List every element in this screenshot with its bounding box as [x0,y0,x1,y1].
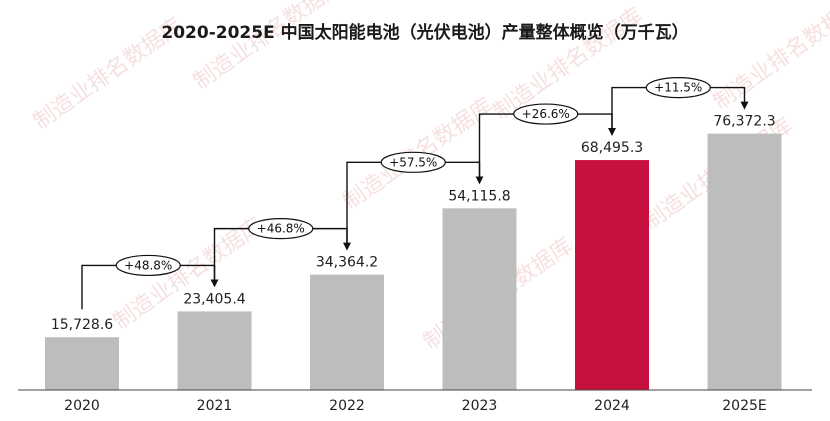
growth-bubble-2023 [380,151,446,173]
bar-2025E [707,133,782,390]
bar-2022 [310,274,384,390]
value-label-2025E: 76,372.3 [713,114,775,130]
growth-label-2021: +48.8% [124,258,172,272]
growth-label-2022: +46.8% [257,222,305,236]
x-tick-2023: 2023 [462,398,498,414]
growth-layer: +48.8% +46.8% +57.5% +26.6% +11.5% [81,77,749,310]
x-tick-2025E: 2025E [722,398,766,414]
growth-bubble-2022 [248,218,314,240]
chart-title: 2020-2025E 中国太阳能电池（光伏电池）产量整体概览（万千瓦） [161,22,688,43]
growth-bubble-2025E [645,77,711,99]
value-label-2023: 54,115.8 [448,188,510,204]
growth-label-2024: +26.6% [522,107,570,121]
x-tick-2024: 2024 [594,398,630,414]
value-label-2021: 23,405.4 [183,291,245,307]
x-tick-2022: 2022 [329,398,365,414]
bars-layer: 15,728.6 2020 23,405.4 2021 34,364.2 2022 54,1… [45,114,782,414]
bar-2024 [575,160,649,390]
value-label-2020: 15,728.6 [51,317,113,333]
value-label-2024: 68,495.3 [581,140,643,156]
growth-bubble-2021 [115,254,181,277]
watermark-text: 制造业排名数据库 [189,0,348,95]
growth-bubble-2024 [513,103,579,125]
x-tick-2020: 2020 [64,398,100,414]
bar-2023 [442,208,517,390]
bar-2021 [177,311,252,390]
bar-2020 [45,337,119,390]
growth-label-2023: +57.5% [389,155,437,169]
growth-label-2025E: +11.5% [654,81,702,95]
x-tick-2021: 2021 [197,398,233,414]
value-label-2022: 34,364.2 [316,255,378,271]
watermark-text: 制造业排名数据库 [709,0,830,115]
